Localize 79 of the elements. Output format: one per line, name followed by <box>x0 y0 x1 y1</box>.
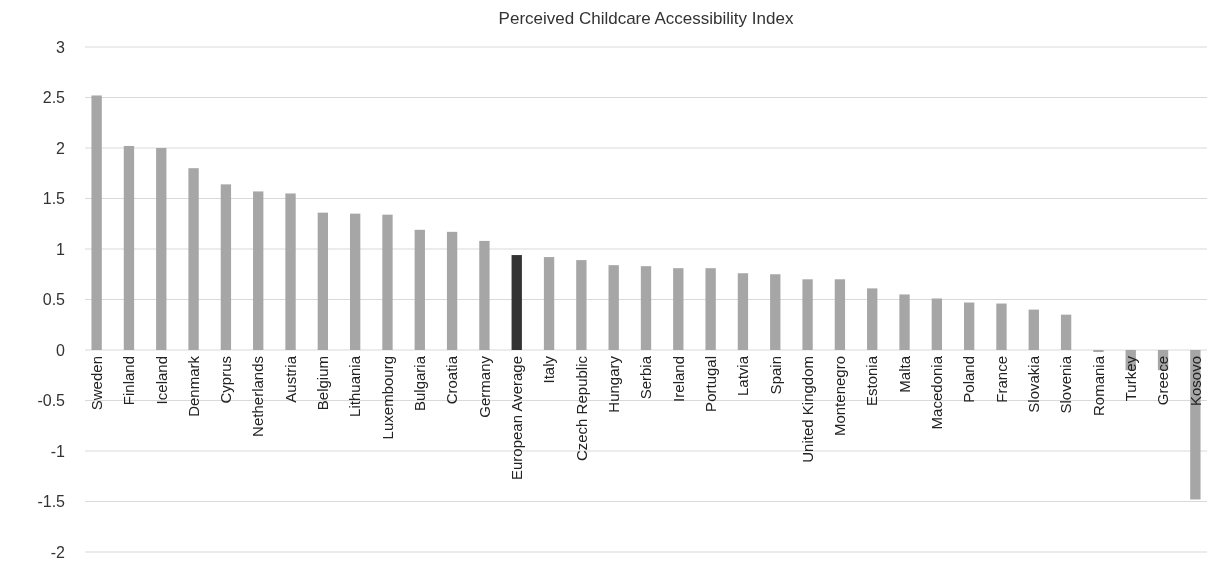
x-tick-label: Latvia <box>734 355 752 397</box>
x-tick-label: Turkey <box>1121 355 1139 402</box>
bar <box>899 294 910 350</box>
y-tick-label: 0 <box>56 341 66 359</box>
bar <box>220 184 232 350</box>
x-tick-label: Estonia <box>863 355 881 407</box>
bar <box>705 268 716 350</box>
bar <box>382 214 393 350</box>
bar <box>931 298 943 350</box>
bar <box>640 266 652 350</box>
bar <box>802 279 813 350</box>
bar <box>770 274 781 350</box>
y-tick-label: -1 <box>50 442 66 460</box>
bar <box>349 213 361 350</box>
y-tick-label: 0.5 <box>42 291 66 309</box>
x-tick-label: Malta <box>895 355 913 393</box>
x-tick-label: Poland <box>960 356 978 403</box>
y-tick-label: 2.5 <box>42 89 66 107</box>
bar <box>1093 350 1104 353</box>
bar <box>285 193 296 350</box>
bar <box>511 255 522 350</box>
bar <box>996 303 1007 350</box>
x-tick-label: Serbia <box>637 355 655 400</box>
x-tick-label: Ireland <box>669 356 687 402</box>
x-tick-label: Iceland <box>152 356 170 405</box>
x-tick-label: Montenegro <box>831 356 849 437</box>
x-tick-label: Sweden <box>87 356 105 411</box>
x-tick-label: Cyprus <box>217 356 235 404</box>
x-tick-label: Kosovo <box>1186 356 1204 407</box>
x-tick-label: Finland <box>120 356 138 406</box>
bar <box>608 265 619 350</box>
y-tick-label: -0.5 <box>37 392 66 410</box>
x-tick-label: Portugal <box>701 356 719 412</box>
bar <box>1060 314 1072 350</box>
x-tick-label: European Average <box>507 356 525 480</box>
x-tick-label: Belgium <box>314 356 332 411</box>
bar <box>446 231 458 350</box>
chart-title: Perceived Childcare Accessibility Index <box>498 9 794 28</box>
bar <box>834 279 846 350</box>
bar <box>737 273 749 350</box>
x-tick-label: Bulgaria <box>411 355 429 412</box>
x-tick-label: Slovakia <box>1025 355 1043 413</box>
x-tick-label: Slovenia <box>1057 355 1075 414</box>
x-tick-label: Hungary <box>604 355 622 413</box>
bar <box>188 168 199 350</box>
bar <box>156 148 167 350</box>
bar <box>91 95 102 350</box>
bar <box>317 212 329 350</box>
bar <box>576 260 587 350</box>
bar <box>543 257 555 350</box>
bar <box>673 268 684 350</box>
y-tick-label: 3 <box>56 38 66 56</box>
x-tick-label: France <box>992 356 1010 403</box>
x-tick-label: Greece <box>1154 356 1172 406</box>
bar <box>1028 309 1039 350</box>
x-tick-label: Romania <box>1089 355 1107 417</box>
bar <box>867 288 878 350</box>
x-tick-label: Germany <box>475 355 493 418</box>
bar <box>479 240 490 350</box>
y-tick-label: -2 <box>50 543 66 561</box>
x-tick-label: Netherlands <box>249 356 267 437</box>
y-tick-label: 2 <box>56 139 66 157</box>
bar <box>963 302 975 350</box>
x-tick-label: Denmark <box>184 355 202 417</box>
y-tick-label: -1.5 <box>37 493 66 511</box>
x-tick-label: Macedonia <box>928 355 946 430</box>
x-tick-label: United Kingdom <box>798 356 816 463</box>
x-tick-label: Croatia <box>443 355 461 405</box>
x-tick-label: Lithuania <box>346 355 364 417</box>
x-tick-label: Luxembourg <box>378 356 396 440</box>
x-tick-label: Italy <box>540 355 558 384</box>
y-tick-label: 1.5 <box>42 190 66 208</box>
bar <box>414 229 425 350</box>
x-tick-label: Austria <box>281 355 299 403</box>
x-tick-label: Spain <box>766 356 784 395</box>
x-tick-label: Czech Republic <box>572 355 590 462</box>
y-tick-label: 1 <box>56 240 66 258</box>
bar <box>123 145 135 350</box>
bar <box>253 191 264 350</box>
